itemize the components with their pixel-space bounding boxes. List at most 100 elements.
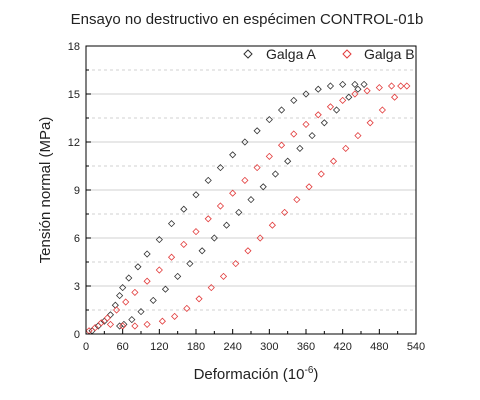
- data-point: [375, 84, 383, 92]
- data-point: [143, 250, 151, 258]
- y-tick-label: 9: [74, 185, 80, 197]
- data-point: [403, 82, 411, 90]
- data-point: [332, 106, 341, 114]
- data-point: [277, 141, 286, 149]
- data-point: [167, 253, 176, 261]
- data-point: [174, 272, 182, 280]
- x-tick-label: 60: [117, 341, 129, 353]
- data-point: [155, 236, 163, 244]
- data-point: [281, 208, 289, 216]
- series-galga-a: [88, 80, 368, 335]
- data-point: [106, 320, 115, 328]
- data-point: [180, 205, 188, 213]
- x-tick-label: 0: [83, 341, 89, 353]
- x-tick-label: 120: [150, 341, 168, 353]
- x-axis-label: Deformación (10-6): [194, 365, 319, 383]
- data-point: [314, 85, 322, 93]
- data-point: [378, 106, 386, 114]
- data-point: [247, 196, 255, 204]
- y-tick-label: 12: [68, 137, 80, 149]
- data-point: [134, 263, 142, 271]
- y-tick-label: 3: [74, 281, 80, 293]
- data-point: [360, 80, 368, 88]
- data-point: [387, 82, 396, 90]
- data-point: [183, 304, 191, 312]
- data-point: [265, 116, 273, 124]
- data-point: [265, 152, 273, 160]
- data-point: [342, 144, 350, 152]
- x-tick-label: 240: [223, 341, 241, 353]
- chart-title: Ensayo no destructivo en espécimen CONTR…: [71, 11, 424, 28]
- data-point: [171, 312, 179, 320]
- legend-label-galga-b: Galga B: [364, 46, 415, 62]
- data-point: [354, 85, 362, 93]
- data-point: [241, 176, 249, 184]
- data-point: [229, 189, 237, 197]
- data-point: [122, 298, 130, 306]
- data-point: [345, 93, 353, 101]
- data-point: [229, 151, 237, 159]
- data-point: [97, 319, 105, 327]
- data-point: [339, 96, 347, 104]
- data-point: [106, 311, 115, 319]
- data-point: [302, 90, 310, 98]
- data-point: [128, 316, 136, 324]
- data-point: [268, 221, 276, 229]
- data-point: [167, 220, 176, 228]
- data-point: [192, 191, 200, 199]
- data-point: [143, 277, 151, 285]
- legend-item-galga-b: Galga B: [342, 46, 415, 62]
- data-point: [158, 317, 166, 325]
- data-point: [216, 164, 225, 172]
- data-point: [125, 274, 133, 282]
- y-tick-label: 0: [74, 329, 80, 341]
- data-point: [293, 196, 301, 204]
- x-tick-label: 420: [333, 341, 351, 353]
- y-tick-label: 18: [68, 41, 80, 53]
- data-point: [253, 164, 261, 172]
- data-point: [210, 234, 218, 242]
- x-axis-label-exponent: -6: [304, 365, 313, 376]
- data-point: [204, 215, 212, 223]
- legend-marker-galga-b: [342, 49, 352, 59]
- data-point: [314, 111, 322, 119]
- x-tick-label: 540: [407, 341, 425, 353]
- data-point: [320, 119, 328, 127]
- data-point: [271, 170, 280, 178]
- data-point: [116, 322, 124, 330]
- data-point: [180, 240, 188, 248]
- data-point: [222, 221, 231, 229]
- legend-label-galga-a: Galga A: [266, 46, 316, 62]
- data-point: [363, 87, 371, 95]
- series-layer: [85, 80, 411, 335]
- data-point: [302, 120, 310, 128]
- data-point: [131, 288, 139, 296]
- data-point: [91, 324, 99, 332]
- data-point: [112, 306, 121, 314]
- data-point: [339, 80, 347, 88]
- data-point: [219, 272, 228, 280]
- data-point: [253, 127, 261, 135]
- series-galga-b: [85, 82, 411, 335]
- data-point: [186, 260, 194, 268]
- data-point: [143, 320, 151, 328]
- data-point: [204, 176, 212, 184]
- data-point: [119, 284, 127, 292]
- x-axis-label-main: Deformación (10: [194, 366, 305, 383]
- data-point: [329, 157, 338, 165]
- grid: [86, 69, 416, 311]
- data-point: [216, 202, 225, 210]
- data-point: [207, 284, 215, 292]
- legend: Galga A Galga B: [243, 46, 415, 62]
- data-point: [296, 144, 304, 152]
- data-point: [259, 183, 267, 191]
- data-point: [103, 314, 111, 322]
- data-point: [195, 295, 203, 303]
- data-point: [326, 103, 335, 111]
- data-point: [351, 90, 359, 98]
- data-point: [244, 247, 252, 255]
- legend-marker-galga-a: [243, 49, 253, 59]
- data-point: [354, 132, 362, 140]
